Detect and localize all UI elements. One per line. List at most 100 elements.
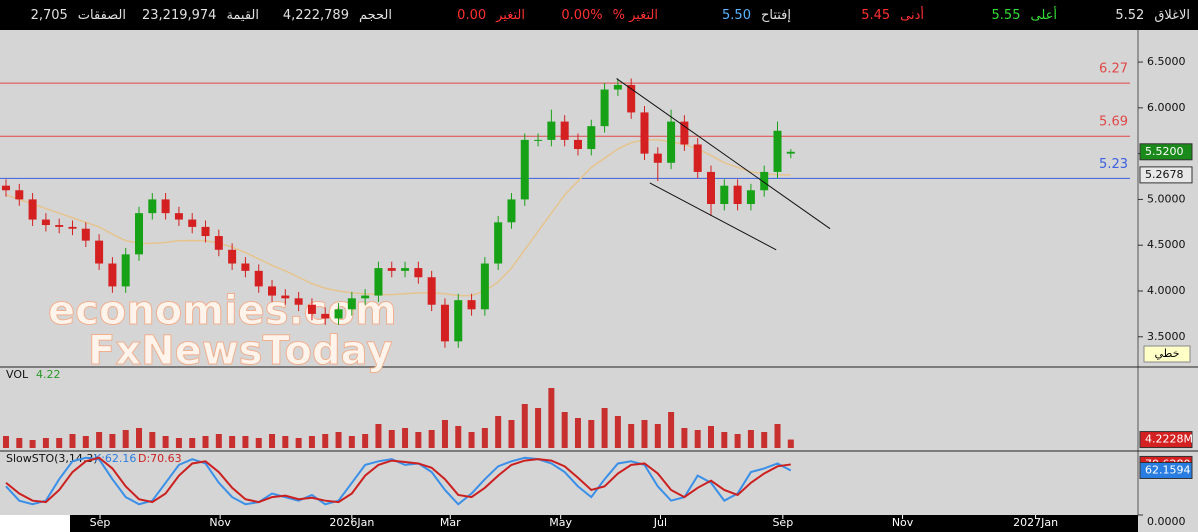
volume-bar (681, 428, 688, 448)
stat-label: أعلى (1030, 7, 1057, 23)
candle-body (653, 153, 662, 163)
candle-body (520, 139, 529, 200)
candle-body (454, 300, 463, 342)
level-label: 6.27 (1099, 62, 1128, 77)
stat-value: 5.45 (861, 7, 891, 23)
candle-body (188, 219, 197, 227)
volume-bar (229, 436, 236, 448)
candle-body (361, 295, 370, 299)
candle-body (148, 199, 157, 214)
stat-value: 4,222,789 (282, 7, 349, 23)
volume-bar (521, 404, 528, 448)
stat-value: 2,705 (30, 7, 68, 23)
volume-bar (588, 420, 595, 448)
volume-bar (614, 416, 621, 448)
volume-bar (654, 424, 661, 448)
linear-button-label[interactable]: خطي (1155, 347, 1180, 360)
volume-bar (56, 438, 63, 448)
candle-body (600, 89, 609, 127)
stat-value: 5.52 (1115, 7, 1145, 23)
x-tick-label: 2027Jan (1013, 516, 1058, 529)
volume-bar (282, 436, 289, 448)
stat-label: الاغلاق (1154, 7, 1190, 23)
axis-corner (0, 515, 70, 532)
stat-value: 23,219,974 (142, 7, 217, 23)
stat-value: 0.00 (457, 7, 487, 23)
y-tick-label: 6.0000 (1147, 101, 1186, 114)
candle-body (214, 236, 223, 250)
candle-body (573, 139, 582, 150)
candle-body (41, 219, 50, 226)
stat: الصفقات 2,705 (1, 8, 134, 23)
candle-body (414, 268, 423, 278)
value-marker-label: 4.2228M (1145, 433, 1193, 446)
volume-bar (548, 388, 555, 448)
volume-bar (362, 434, 369, 448)
candle-body (786, 151, 795, 154)
candle-body (707, 171, 716, 204)
volume-bar (375, 424, 382, 448)
candle-body (467, 300, 476, 310)
stat: الحجم 4,222,789 (267, 8, 400, 23)
volume-bar (734, 434, 741, 448)
volume-bar (761, 432, 768, 448)
volume-bar (122, 430, 129, 448)
candle-body (15, 190, 24, 200)
stat: أعلى 5.55 (932, 8, 1065, 23)
volume-bar (468, 432, 475, 448)
volume-bar (628, 424, 635, 448)
volume-bar (388, 430, 395, 448)
stat: التغير 0.00 (400, 8, 533, 23)
candle-body (281, 295, 290, 299)
x-tick-label: Nov (209, 516, 231, 529)
volume-bar (774, 424, 781, 448)
x-tick-label: 2026Jan (329, 516, 374, 529)
value-marker (1139, 461, 1193, 479)
volume-title: VOL (6, 368, 29, 381)
candle-body (268, 286, 277, 296)
candle-body (560, 121, 569, 140)
volume-bar (175, 438, 182, 448)
candle-body (494, 222, 503, 264)
value-marker-label: 5.5200 (1145, 145, 1184, 158)
value-marker (1139, 431, 1193, 449)
volume-bar (508, 420, 515, 448)
candle-body (627, 84, 636, 113)
y-tick-label: 0.0000 (1147, 515, 1186, 528)
trend-line (616, 78, 831, 230)
candle-body (427, 277, 436, 305)
volume-bar (787, 439, 794, 448)
volume-bar (694, 430, 701, 448)
candle-body (55, 225, 64, 227)
background (0, 30, 1198, 532)
candle-body (68, 226, 77, 229)
volume-bar (82, 436, 89, 448)
candle-body (81, 228, 90, 241)
stat-label: القيمة (226, 7, 259, 23)
stoch-line (5, 456, 791, 504)
volume-bar (2, 436, 9, 448)
candle-body (321, 313, 330, 319)
candle-body (773, 130, 782, 172)
volume-bar (335, 432, 342, 448)
stat: القيمة 23,219,974 (134, 8, 267, 23)
linear-button[interactable] (1143, 345, 1191, 363)
volume-bar (16, 438, 23, 448)
candle-body (667, 121, 676, 163)
candle-body (1, 185, 10, 191)
candle-body (254, 270, 263, 287)
volume-bar (202, 436, 209, 448)
volume-bar (708, 426, 715, 448)
candle-body (480, 263, 489, 310)
candle-body (640, 112, 649, 154)
volume-bar (441, 420, 448, 448)
volume-bar (495, 416, 502, 448)
volume-bar (96, 432, 103, 448)
candle-body (161, 199, 170, 214)
x-tick-label: Sep (772, 516, 793, 529)
stat: أدنى 5.45 (799, 8, 932, 23)
stat-value: 5.55 (991, 7, 1021, 23)
volume-bar (69, 434, 76, 448)
stat-label: التغير % (612, 7, 658, 23)
